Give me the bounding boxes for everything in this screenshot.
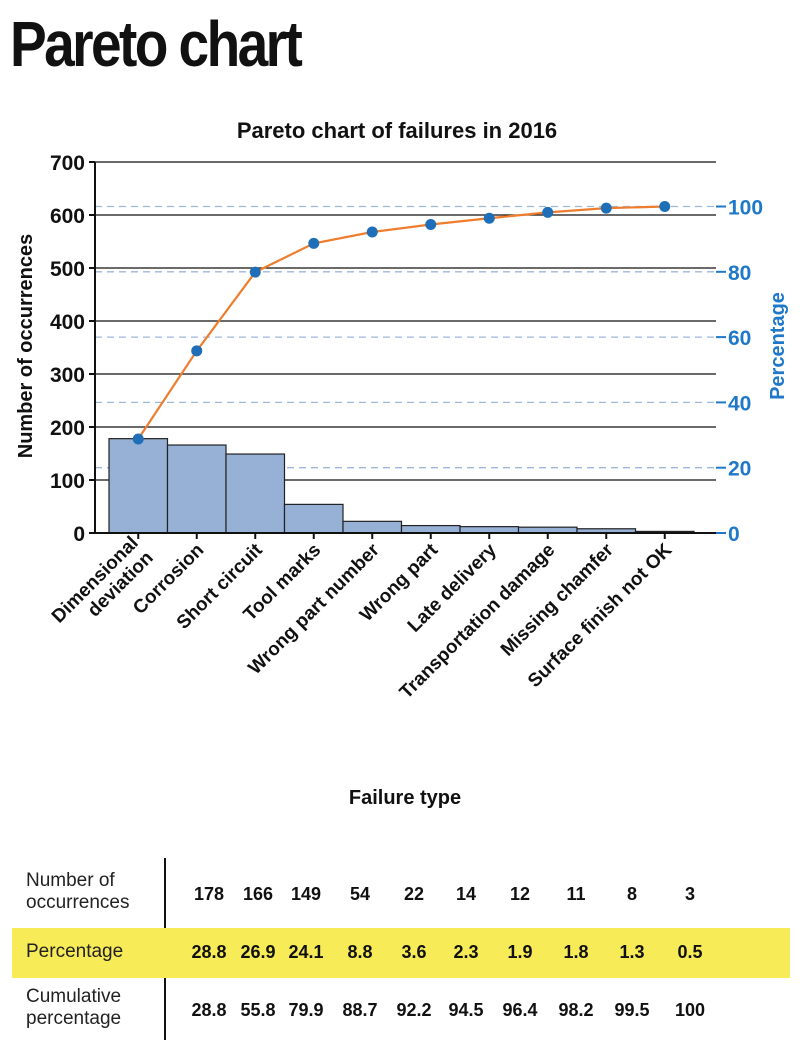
y-tick-label: 400 <box>50 311 85 334</box>
table-cell: 28.8 <box>191 1000 227 1020</box>
y-tick-label: 200 <box>50 417 85 440</box>
table-cell: 54 <box>349 884 371 904</box>
table-cell: 79.9 <box>288 1000 324 1020</box>
bar <box>108 438 169 534</box>
table-cell: 149 <box>290 884 322 904</box>
table-cell: 94.5 <box>448 1000 484 1020</box>
table-cell: 11 <box>566 884 586 904</box>
cumulative-point <box>366 226 378 238</box>
table-cell: 55.8 <box>240 1000 276 1020</box>
pareto-chart: Pareto chart of failures in 2016 0100200… <box>15 118 789 809</box>
x-axis-label: Failure type <box>349 787 461 809</box>
y2-tick-label: 100 <box>728 197 763 220</box>
cumulative-point <box>483 212 495 224</box>
y-tick-label: 300 <box>50 364 85 387</box>
table-cell: 178 <box>193 884 225 904</box>
row-label-line: Cumulative <box>26 986 122 1007</box>
cumulative-point <box>191 345 203 357</box>
cumulative-point <box>600 202 612 214</box>
cumulative-point <box>659 201 671 213</box>
cumulative-point <box>542 206 554 218</box>
table-cell: 8.8 <box>347 942 373 962</box>
table-cell: 98.2 <box>558 1000 594 1020</box>
table-cell: 28.8 <box>191 942 227 962</box>
row-label-percentage: Percentage <box>26 941 166 963</box>
row-label-line: occurrences <box>26 892 130 913</box>
table-row-cumulative: Cumulative percentage 28.8 55.8 79.9 88.7 92… <box>0 984 800 1034</box>
data-table: Number of occurrences 178 166 149 54 22 14 12 1… <box>0 858 800 1048</box>
y-tick-label: 100 <box>50 470 85 493</box>
table-cell: 92.2 <box>396 1000 432 1020</box>
chart-title: Pareto chart of failures in 2016 <box>237 118 557 143</box>
y2-tick-label: 40 <box>728 392 751 415</box>
row-label-line: percentage <box>26 1008 122 1029</box>
y2-axis-label: Percentage <box>767 292 789 400</box>
y-tick-label: 500 <box>50 258 85 281</box>
y2-tick-label: 80 <box>728 262 751 285</box>
y2-tick-label: 0 <box>728 523 740 546</box>
table-cell: 1.9 <box>507 942 533 962</box>
table-cell: 96.4 <box>502 1000 538 1020</box>
cumulative-point <box>425 218 437 230</box>
bar <box>225 453 286 534</box>
y2-tick-label: 60 <box>728 327 751 350</box>
cumulative-point <box>249 266 261 278</box>
table-cell: 22 <box>403 884 425 904</box>
table-cell: 99.5 <box>614 1000 650 1020</box>
table-cell: 12 <box>509 884 531 904</box>
row-label-line: Number of <box>26 870 115 891</box>
bar <box>400 524 461 534</box>
table-cell: 8 <box>626 884 637 904</box>
table-cell: 166 <box>242 884 274 904</box>
y2-tick-label: 20 <box>728 458 751 481</box>
table-cell: 2.3 <box>453 942 479 962</box>
row-label-occurrences: Number of occurrences <box>26 870 166 914</box>
row-label-line: Percentage <box>26 941 124 962</box>
table-cell: 1.3 <box>619 942 645 962</box>
table-cell: 0.5 <box>677 942 703 962</box>
table-row-percentage: Percentage 28.8 26.9 24.1 8.8 3.6 2.3 1.9 1.8 1.… <box>12 928 790 978</box>
bar <box>283 503 344 534</box>
table-cell: 26.9 <box>240 942 276 962</box>
row-label-cumulative: Cumulative percentage <box>26 986 166 1030</box>
cumulative-point <box>308 237 320 249</box>
y-tick-label: 0 <box>73 523 85 546</box>
table-cell: 88.7 <box>342 1000 378 1020</box>
table-cell: 100 <box>674 1000 706 1020</box>
table-row-occurrences: Number of occurrences 178 166 149 54 22 14 12 1… <box>0 868 800 918</box>
y-tick-label: 700 <box>50 152 85 175</box>
table-cell: 1.8 <box>563 942 589 962</box>
y-axis-label: Number of occurrences <box>15 234 37 459</box>
bar <box>342 520 403 534</box>
x-tick-label: Dimensionaldeviation <box>48 533 158 643</box>
cumulative-point <box>132 433 144 445</box>
table-cell: 24.1 <box>288 942 324 962</box>
bar <box>166 444 227 534</box>
page-title: Pareto chart <box>10 8 303 80</box>
table-cell: 3 <box>684 884 695 904</box>
table-cell: 14 <box>455 884 477 904</box>
y-tick-label: 600 <box>50 205 85 228</box>
table-cell: 3.6 <box>401 942 427 962</box>
cumulative-line <box>137 205 665 440</box>
